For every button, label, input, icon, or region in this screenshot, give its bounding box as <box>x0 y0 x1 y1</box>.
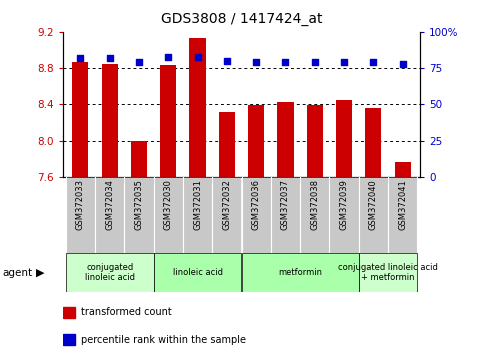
Text: linoleic acid: linoleic acid <box>172 268 223 277</box>
Bar <box>63 307 75 318</box>
Bar <box>277 102 294 177</box>
Point <box>252 59 260 65</box>
Text: GSM372040: GSM372040 <box>369 179 378 230</box>
Bar <box>95 177 124 253</box>
Bar <box>160 65 176 177</box>
Text: GSM372039: GSM372039 <box>340 179 349 230</box>
Bar <box>248 105 264 177</box>
Bar <box>154 177 183 253</box>
Point <box>223 58 231 64</box>
Text: GSM372035: GSM372035 <box>134 179 143 230</box>
Bar <box>271 177 300 253</box>
Bar <box>66 253 154 292</box>
Text: transformed count: transformed count <box>81 308 171 318</box>
Text: metformin: metformin <box>278 268 322 277</box>
Bar <box>395 161 411 177</box>
Bar <box>242 253 359 292</box>
Bar <box>359 253 417 292</box>
Bar <box>72 62 88 177</box>
Bar <box>219 112 235 177</box>
Point <box>340 59 348 65</box>
Text: GSM372038: GSM372038 <box>310 179 319 230</box>
Bar <box>336 100 352 177</box>
Text: percentile rank within the sample: percentile rank within the sample <box>81 335 246 345</box>
Text: GSM372034: GSM372034 <box>105 179 114 230</box>
Point <box>282 59 289 65</box>
Point <box>399 61 407 67</box>
Text: GSM372037: GSM372037 <box>281 179 290 230</box>
Bar <box>242 177 271 253</box>
Bar <box>212 177 242 253</box>
Point <box>106 55 114 61</box>
Text: agent: agent <box>2 268 32 278</box>
Bar <box>307 105 323 177</box>
Text: GSM372041: GSM372041 <box>398 179 407 230</box>
Text: GSM372030: GSM372030 <box>164 179 173 230</box>
Text: GDS3808 / 1417424_at: GDS3808 / 1417424_at <box>161 12 322 27</box>
Point <box>311 59 319 65</box>
Bar <box>66 177 95 253</box>
Point <box>164 54 172 59</box>
Bar <box>359 177 388 253</box>
Text: conjugated linoleic acid
+ metformin: conjugated linoleic acid + metformin <box>338 263 438 282</box>
Bar <box>183 177 212 253</box>
Point <box>135 59 143 65</box>
Bar <box>124 177 154 253</box>
Point <box>194 54 201 59</box>
Bar <box>388 177 417 253</box>
Bar <box>154 253 242 292</box>
Bar <box>63 334 75 346</box>
Text: conjugated
linoleic acid: conjugated linoleic acid <box>85 263 135 282</box>
Point <box>369 59 377 65</box>
Text: GSM372033: GSM372033 <box>76 179 85 230</box>
Point <box>76 55 84 61</box>
Bar <box>329 177 359 253</box>
Text: GSM372032: GSM372032 <box>222 179 231 230</box>
Bar <box>101 64 118 177</box>
Text: GSM372036: GSM372036 <box>252 179 261 230</box>
Text: ▶: ▶ <box>36 268 45 278</box>
Bar <box>365 108 382 177</box>
Bar <box>300 177 329 253</box>
Bar <box>131 141 147 177</box>
Bar <box>189 38 206 177</box>
Text: GSM372031: GSM372031 <box>193 179 202 230</box>
